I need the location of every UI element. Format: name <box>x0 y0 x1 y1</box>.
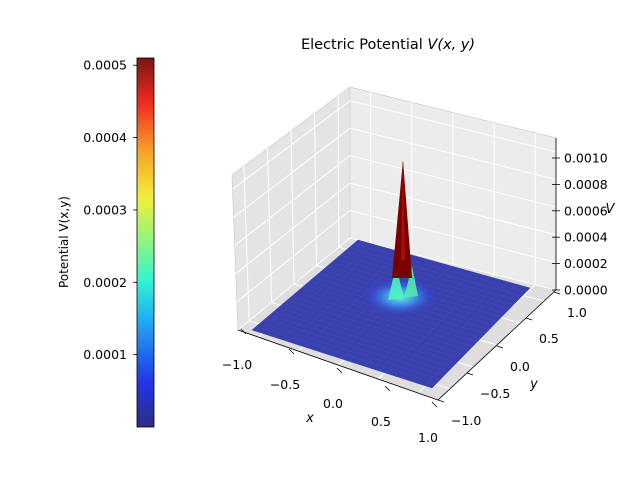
y-tick-label: 1.0 <box>567 305 587 320</box>
colorbar-tick-label: 0.0005 <box>83 58 127 73</box>
y-tick-group: −1.0 −0.50.0 0.5 1.0 <box>437 291 587 428</box>
y-tick-label: 0.0 <box>510 359 530 374</box>
mesh-line <box>353 243 526 293</box>
grid-line <box>236 210 351 303</box>
x-axis-line <box>237 329 439 401</box>
y-axis-line <box>437 289 557 401</box>
x-tick <box>336 367 343 374</box>
x-tick <box>384 385 391 392</box>
mesh-line <box>409 281 509 381</box>
mesh-line <box>340 254 514 305</box>
colorbar-tick-label: 0.0002 <box>83 275 127 290</box>
z-tick-label: 0.0006 <box>564 203 608 218</box>
mesh-line <box>416 283 516 384</box>
colorbar-tick-label: 0.0003 <box>83 202 127 217</box>
x-tick-group: −1.0 −0.5 0.0 0.5 1.0 <box>222 328 438 445</box>
x-tick-label: 0.5 <box>371 414 391 429</box>
grid-line <box>232 100 351 190</box>
z-tick-label: 0.0000 <box>564 283 608 298</box>
surface-group <box>251 160 531 389</box>
y-tick <box>525 317 533 321</box>
x-tick <box>240 328 247 335</box>
mesh-line <box>424 285 523 386</box>
z-tick-group: 0.0000 0.0002 0.0004 0.0006 0.0008 0.0010 <box>552 151 608 298</box>
grid-line <box>243 166 250 321</box>
grid-line <box>349 127 557 180</box>
grid-line <box>290 130 295 285</box>
surface-side-lobe-right <box>404 266 418 298</box>
z-tick-label: 0.0010 <box>564 151 608 166</box>
grid-line <box>349 210 557 263</box>
grid-line <box>234 155 351 246</box>
colorbar-tick-label: 0.0004 <box>83 130 127 145</box>
grid-line <box>349 100 557 153</box>
x-tick <box>288 348 295 355</box>
y-tick-label: −0.5 <box>480 386 510 401</box>
x-axis-label: x <box>305 411 314 426</box>
colorbar-tick-label: 0.0001 <box>83 347 127 362</box>
y-tick <box>466 372 474 376</box>
y-tick-label: −1.0 <box>451 413 481 428</box>
x-tick-label: −1.0 <box>222 357 252 372</box>
z-axis-label: V <box>606 202 616 217</box>
colorbar: 0.0001 0.0002 0.0003 0.0004 0.0005 Potential… <box>57 57 155 428</box>
grid-line <box>235 182 351 275</box>
y-axis: −1.0 −0.50.0 0.5 1.0 y <box>437 289 587 428</box>
z-tick-label: 0.0004 <box>564 230 608 245</box>
grid-line <box>349 237 557 291</box>
x-tick-label: 0.0 <box>323 396 343 411</box>
grid-line <box>266 148 273 303</box>
grid-line <box>233 127 351 218</box>
grid-line <box>237 237 351 331</box>
grid-line <box>337 95 340 248</box>
x-tick <box>431 401 438 408</box>
y-tick-label: 0.5 <box>539 331 559 346</box>
mesh-line <box>349 247 522 297</box>
chart-title: Electric Potential V(x, y) <box>301 37 475 53</box>
z-axis: 0.0000 0.0002 0.0004 0.0006 0.0008 0.0010 V <box>552 138 616 298</box>
grid-line <box>314 113 317 266</box>
z-tick-label: 0.0002 <box>564 256 608 271</box>
mesh-line <box>344 251 518 301</box>
colorbar-label: Potential V(x,y) <box>57 196 71 288</box>
grid-line <box>349 182 557 236</box>
colorbar-gradient <box>136 57 155 428</box>
x-tick-label: −0.5 <box>270 377 300 392</box>
y-axis-label: y <box>529 377 538 392</box>
surface-side-lobe-left <box>388 266 404 300</box>
x-axis: −1.0 −0.5 0.0 0.5 1.0 x <box>222 328 439 445</box>
z-tick-label: 0.0008 <box>564 177 608 192</box>
x-tick-label: 1.0 <box>418 430 438 445</box>
y-tick <box>496 345 504 349</box>
surface-peak-highlight <box>401 162 405 260</box>
y-tick <box>437 399 445 403</box>
colorbar-tick-group: 0.0001 0.0002 0.0003 0.0004 0.0005 <box>83 58 137 362</box>
grid-line <box>349 155 557 208</box>
y-tick <box>553 291 561 295</box>
